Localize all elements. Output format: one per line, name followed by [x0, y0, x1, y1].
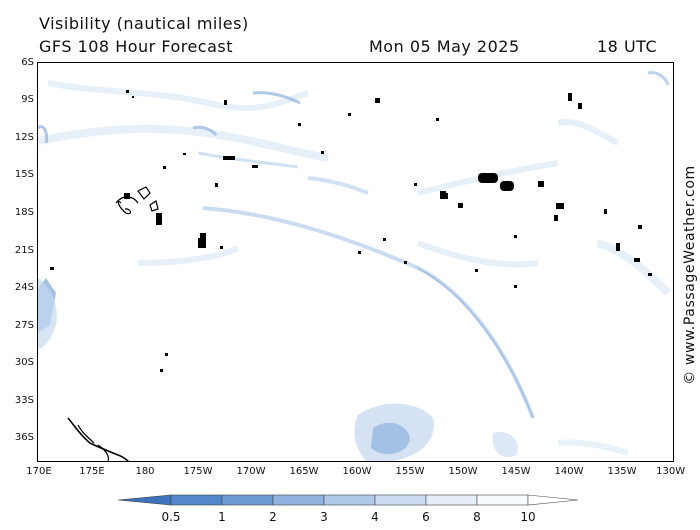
new-zealand-north: [67, 417, 130, 461]
forecast-time: 18 UTC: [597, 37, 658, 56]
lon-label: 165W: [289, 466, 319, 477]
lat-label: 36S: [14, 432, 34, 443]
front-band: [202, 206, 535, 419]
legend-label: 3: [320, 510, 328, 524]
forecast-model: GFS 108 Hour Forecast: [39, 37, 234, 56]
map-title: Visibility (nautical miles): [39, 14, 249, 33]
land-outlines: [67, 186, 159, 461]
colorbar-arrow-high: [527, 494, 579, 506]
lat-label: 33S: [14, 395, 34, 406]
fiji-islands: [115, 196, 139, 215]
lat-label: 18S: [14, 207, 34, 218]
legend-label: 0.5: [161, 510, 181, 524]
lat-label: 21S: [14, 245, 34, 256]
colorbar-segment: [374, 494, 427, 506]
lon-label: 160W: [342, 466, 372, 477]
lon-label: 150W: [448, 466, 478, 477]
colorbar: [117, 494, 579, 506]
lon-label: 145W: [501, 466, 531, 477]
lon-label: 180: [135, 466, 155, 477]
lon-label: 175E: [79, 466, 105, 477]
lon-label: 155W: [395, 466, 425, 477]
small-islands: [50, 90, 652, 372]
colorbar-segment: [272, 494, 325, 506]
lon-label: 135W: [607, 466, 637, 477]
lon-label: 175W: [183, 466, 213, 477]
legend-label: 4: [371, 510, 379, 524]
colorbar-segment: [170, 494, 223, 506]
lat-label: 15S: [14, 169, 34, 180]
visibility-map[interactable]: [37, 62, 674, 462]
lat-label: 6S: [21, 57, 34, 68]
map-canvas: [38, 71, 671, 461]
colorbar-segment: [425, 494, 478, 506]
legend-label: 1: [218, 510, 226, 524]
lon-label: 130W: [656, 466, 686, 477]
credit-text: © www.PassageWeather.com: [682, 165, 698, 385]
reduced-visibility-areas: [38, 71, 671, 461]
lon-label: 170W: [236, 466, 266, 477]
copyright-credit: © www.PassageWeather.com: [680, 150, 700, 400]
lat-label: 9S: [21, 94, 34, 105]
colorbar-legend: 0.5 1 2 3 4 6 8 10: [117, 490, 583, 530]
lon-label: 170E: [26, 466, 52, 477]
legend-label: 2: [269, 510, 277, 524]
colorbar-segment: [323, 494, 376, 506]
lat-label: 30S: [14, 357, 34, 368]
forecast-date: Mon 05 May 2025: [369, 37, 520, 56]
legend-label: 10: [520, 510, 536, 524]
lat-label: 24S: [14, 282, 34, 293]
lat-label: 27S: [14, 320, 34, 331]
legend-label: 8: [473, 510, 481, 524]
lon-label: 140W: [554, 466, 584, 477]
lat-label: 12S: [14, 132, 34, 143]
colorbar-segment: [476, 494, 529, 506]
legend-label: 6: [422, 510, 430, 524]
colorbar-arrow-low: [117, 494, 172, 506]
colorbar-segment: [221, 494, 274, 506]
